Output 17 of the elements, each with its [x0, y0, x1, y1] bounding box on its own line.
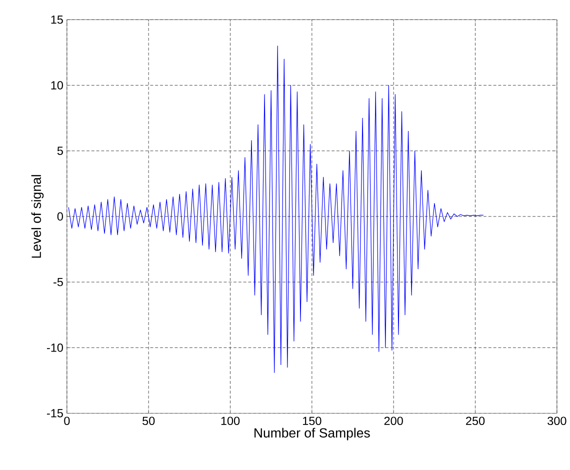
y-tick-label: -10 — [46, 343, 63, 352]
x-tick-label: 50 — [142, 416, 155, 425]
x-tick-label: 300 — [548, 416, 566, 425]
x-tick-label: 150 — [302, 416, 322, 425]
y-tick-label: -15 — [46, 409, 63, 418]
x-axis-title: Number of Samples — [254, 428, 370, 440]
y-tick-label: 5 — [57, 146, 63, 155]
y-tick-label: 10 — [51, 80, 63, 90]
x-tick-label: 200 — [384, 416, 403, 425]
x-tick-label: 250 — [466, 416, 485, 425]
y-tick-label: 0 — [57, 212, 63, 220]
y-axis-title: Level of signal — [31, 174, 44, 258]
x-tick-label: 100 — [221, 416, 240, 425]
y-tick-label: 15 — [51, 15, 63, 24]
y-tick-label: -5 — [54, 278, 63, 286]
x-tick-label: 0 — [64, 416, 70, 425]
line-series — [68, 45, 484, 373]
